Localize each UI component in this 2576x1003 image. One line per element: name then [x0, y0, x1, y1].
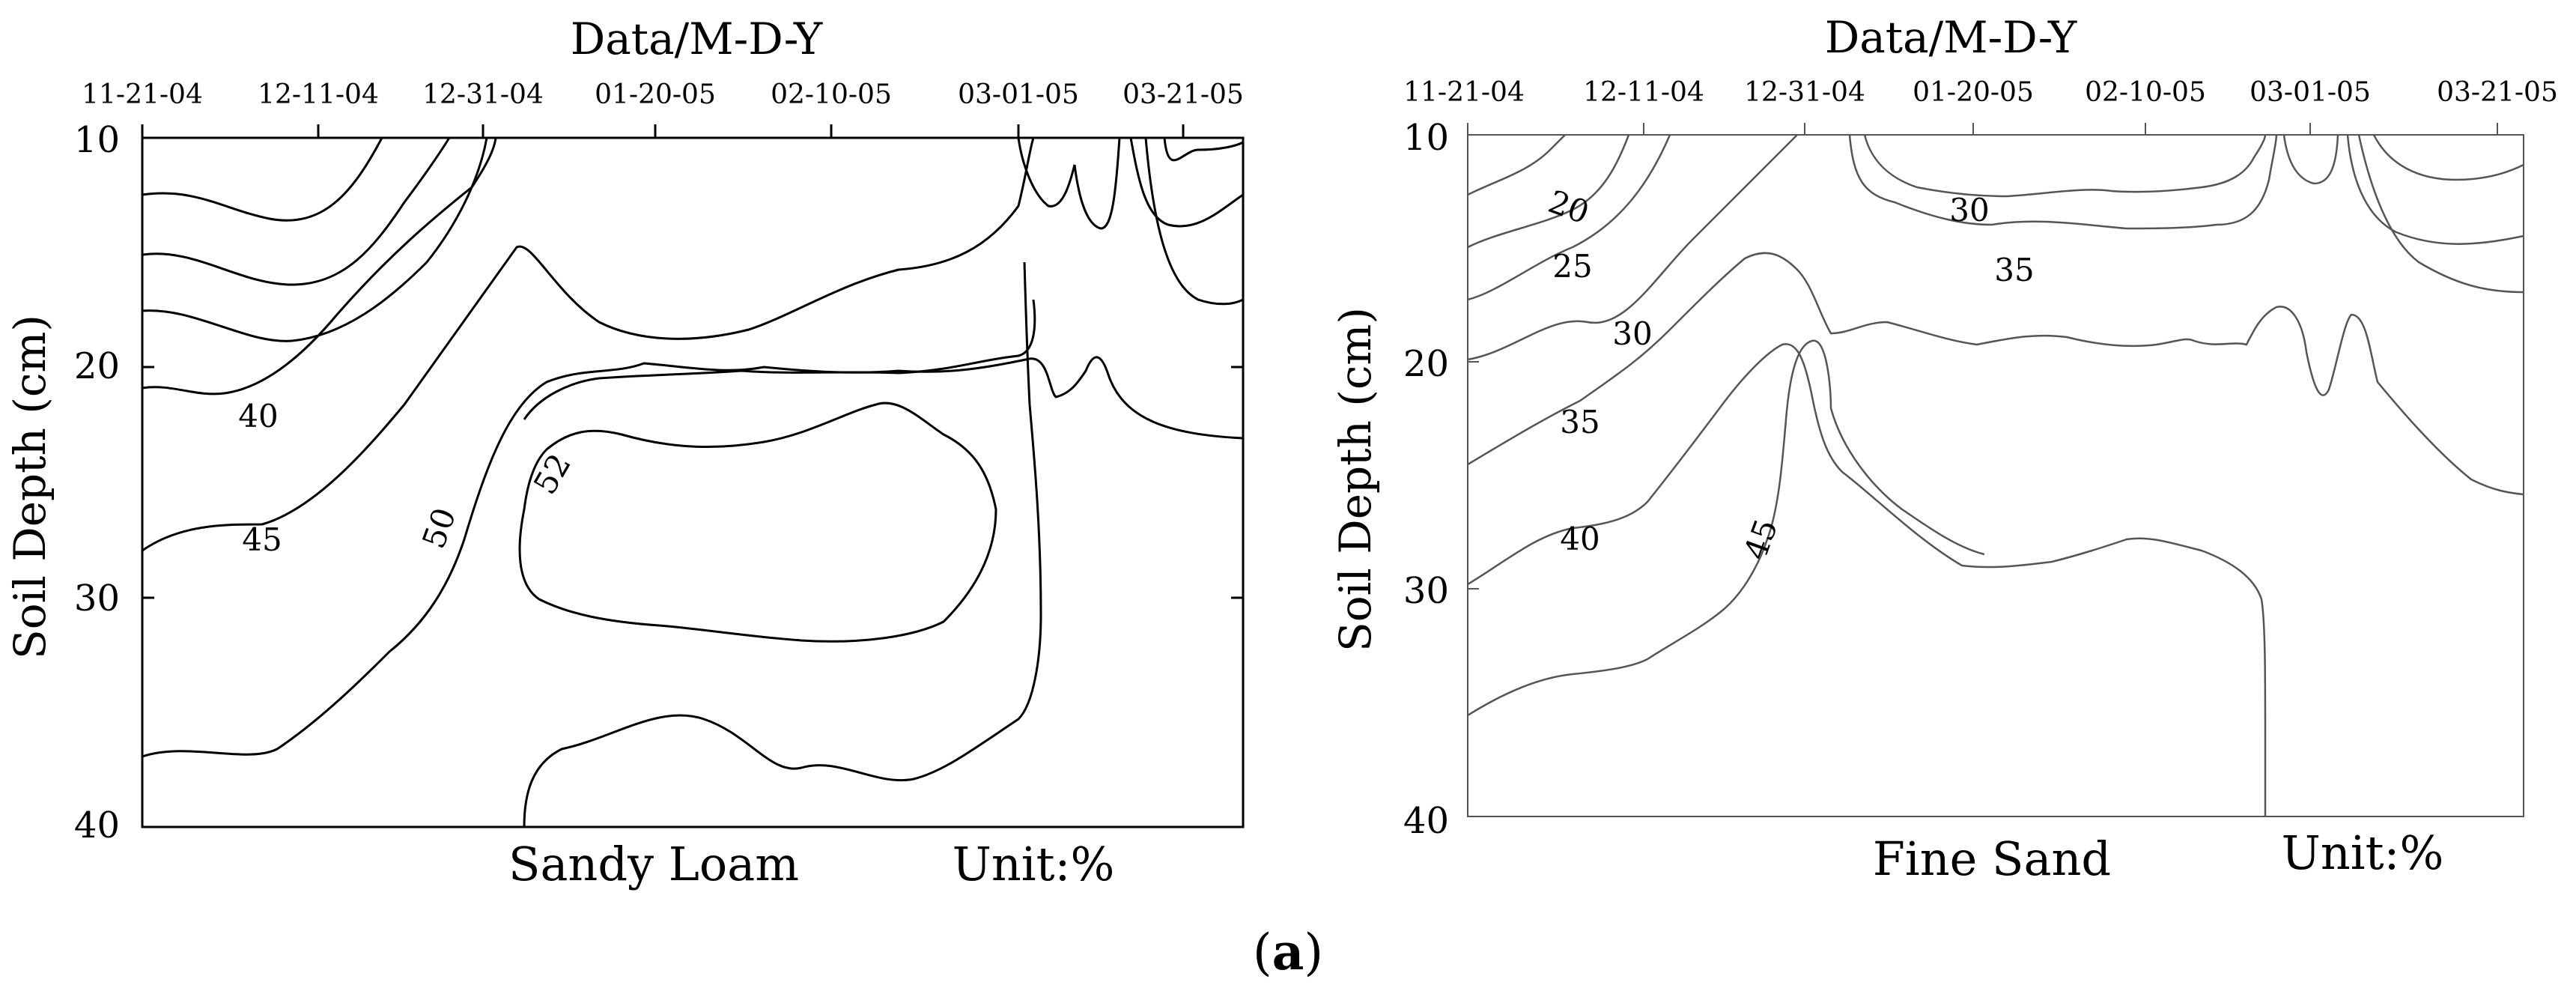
caption-close-paren: ): [1304, 924, 1324, 981]
contour-line: [1129, 137, 1244, 228]
contour-label-20: 20: [1543, 183, 1594, 231]
contour-label-40: 40: [1560, 521, 1600, 557]
x-tick-label: 02-10-05: [771, 79, 892, 110]
contour-line: [523, 299, 1036, 420]
contour-line: [1017, 137, 1121, 230]
unit-label-left: Unit:%: [953, 837, 1115, 891]
axes-frame-right: [1467, 123, 2524, 817]
y-tick-label: 40: [1403, 800, 1449, 842]
contour-line: [1467, 134, 1566, 196]
y-tick-label: 10: [1403, 117, 1449, 159]
contour-label-35: 35: [1994, 252, 2034, 288]
x-tick-label: 12-31-04: [1744, 77, 1865, 108]
y-tick-label: 30: [74, 578, 120, 619]
caption-open-paren: (: [1252, 924, 1272, 981]
contour-label-30: 30: [1612, 315, 1652, 352]
y-tick-labels-right: 10 20 30 40: [1403, 117, 1449, 842]
x-tick-label: 01-20-05: [1913, 77, 2034, 108]
contour-label-52: 52: [526, 447, 578, 500]
x-tick-label: 03-01-05: [958, 79, 1079, 110]
contour-line: [142, 137, 1035, 552]
contour-labels-left: 40 45 50 52: [238, 398, 578, 558]
x-tick-label: 12-11-04: [1583, 77, 1704, 108]
y-axis-title-right: Soil Depth (cm): [1330, 307, 1381, 652]
contour-line: [1467, 252, 2524, 496]
panel-right: Data/M-D-Y Soil Depth (cm) 11-21-04 12-1…: [1330, 12, 2558, 886]
y-tick-label: 20: [1403, 343, 1449, 385]
y-tick-labels-left: 10 20 30 40: [74, 119, 120, 846]
x-tick-label: 01-20-05: [595, 79, 716, 110]
soil-type-label-left: Sandy Loam: [508, 837, 799, 891]
contour-line: [1144, 137, 1244, 306]
y-tick-label: 20: [74, 345, 120, 387]
contour-line: [1467, 134, 1798, 361]
x-tick-label: 11-21-04: [82, 79, 203, 110]
contour-line: [523, 261, 1042, 828]
axes-frame-left: [141, 124, 1245, 828]
figure-caption: (a): [0, 923, 2576, 981]
contour-line: [1467, 339, 1985, 717]
contour-line: [1467, 134, 1671, 301]
contour-line: [2346, 134, 2524, 245]
contour-line: [142, 356, 1244, 758]
contour-lines-right: [1467, 134, 2524, 816]
contour-line: [142, 137, 383, 222]
x-tick-label: 12-31-04: [422, 79, 544, 110]
x-tick-label: 12-11-04: [258, 79, 379, 110]
unit-label-right: Unit:%: [2282, 825, 2444, 880]
x-tick-labels-right: 11-21-04 12-11-04 12-31-04 01-20-05 02-1…: [1403, 77, 2558, 108]
contour-line: [1467, 134, 1630, 249]
y-tick-label: 10: [74, 119, 120, 161]
contour-line: [1467, 343, 2267, 816]
contour-label-35: 35: [1560, 404, 1600, 440]
x-tick-label: 03-01-05: [2250, 77, 2371, 108]
contour-line: [142, 137, 497, 396]
contour-line: [2282, 134, 2339, 185]
contour-line: [2357, 134, 2524, 294]
contour-label-40: 40: [238, 398, 278, 434]
x-axis-title-right: Data/M-D-Y: [1825, 12, 2077, 63]
contour-label-30: 30: [1949, 192, 1989, 228]
contour-label-45: 45: [242, 521, 282, 558]
y-tick-label: 30: [1403, 570, 1449, 612]
contour-label-25: 25: [1552, 248, 1592, 285]
contour-label-50: 50: [415, 503, 463, 554]
x-tick-label: 03-21-05: [1123, 79, 1244, 110]
x-tick-labels-left: 11-21-04 12-11-04 12-31-04 01-20-05 02-1…: [82, 79, 1244, 110]
x-tick-label: 11-21-04: [1403, 77, 1525, 108]
panel-left: Data/M-D-Y Soil Depth (cm) 11-21-04 12-1…: [4, 13, 1245, 891]
contour-line: [518, 401, 997, 643]
contour-label-45: 45: [1737, 515, 1784, 565]
contour-line: [142, 137, 451, 286]
contour-lines-left: [142, 137, 1244, 828]
contour-line: [1863, 134, 2267, 198]
x-axis-title-left: Data/M-D-Y: [571, 13, 823, 64]
caption-letter: a: [1272, 923, 1304, 981]
contour-line: [2372, 134, 2524, 181]
x-tick-label: 03-21-05: [2437, 77, 2558, 108]
y-tick-label: 40: [74, 804, 120, 846]
soil-type-label-right: Fine Sand: [1873, 831, 2111, 886]
contour-line: [142, 137, 488, 342]
contour-line: [1848, 134, 2278, 230]
x-tick-label: 02-10-05: [2085, 77, 2206, 108]
contour-line: [1163, 137, 1244, 162]
y-axis-title-left: Soil Depth (cm): [4, 315, 55, 659]
